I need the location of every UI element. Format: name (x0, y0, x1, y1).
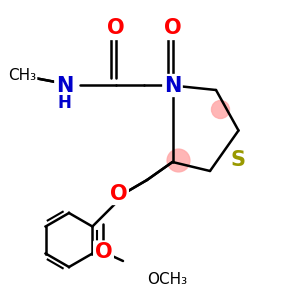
Text: N: N (164, 76, 181, 95)
Text: O: O (164, 19, 181, 38)
Text: O: O (107, 19, 124, 38)
Text: O: O (95, 242, 112, 262)
Text: H: H (58, 94, 71, 112)
Circle shape (167, 149, 190, 172)
Text: OCH₃: OCH₃ (147, 272, 187, 286)
Text: CH₃: CH₃ (8, 68, 37, 82)
Circle shape (212, 100, 230, 118)
Text: O: O (110, 184, 127, 203)
Text: S: S (231, 151, 246, 170)
Text: N: N (56, 76, 73, 95)
